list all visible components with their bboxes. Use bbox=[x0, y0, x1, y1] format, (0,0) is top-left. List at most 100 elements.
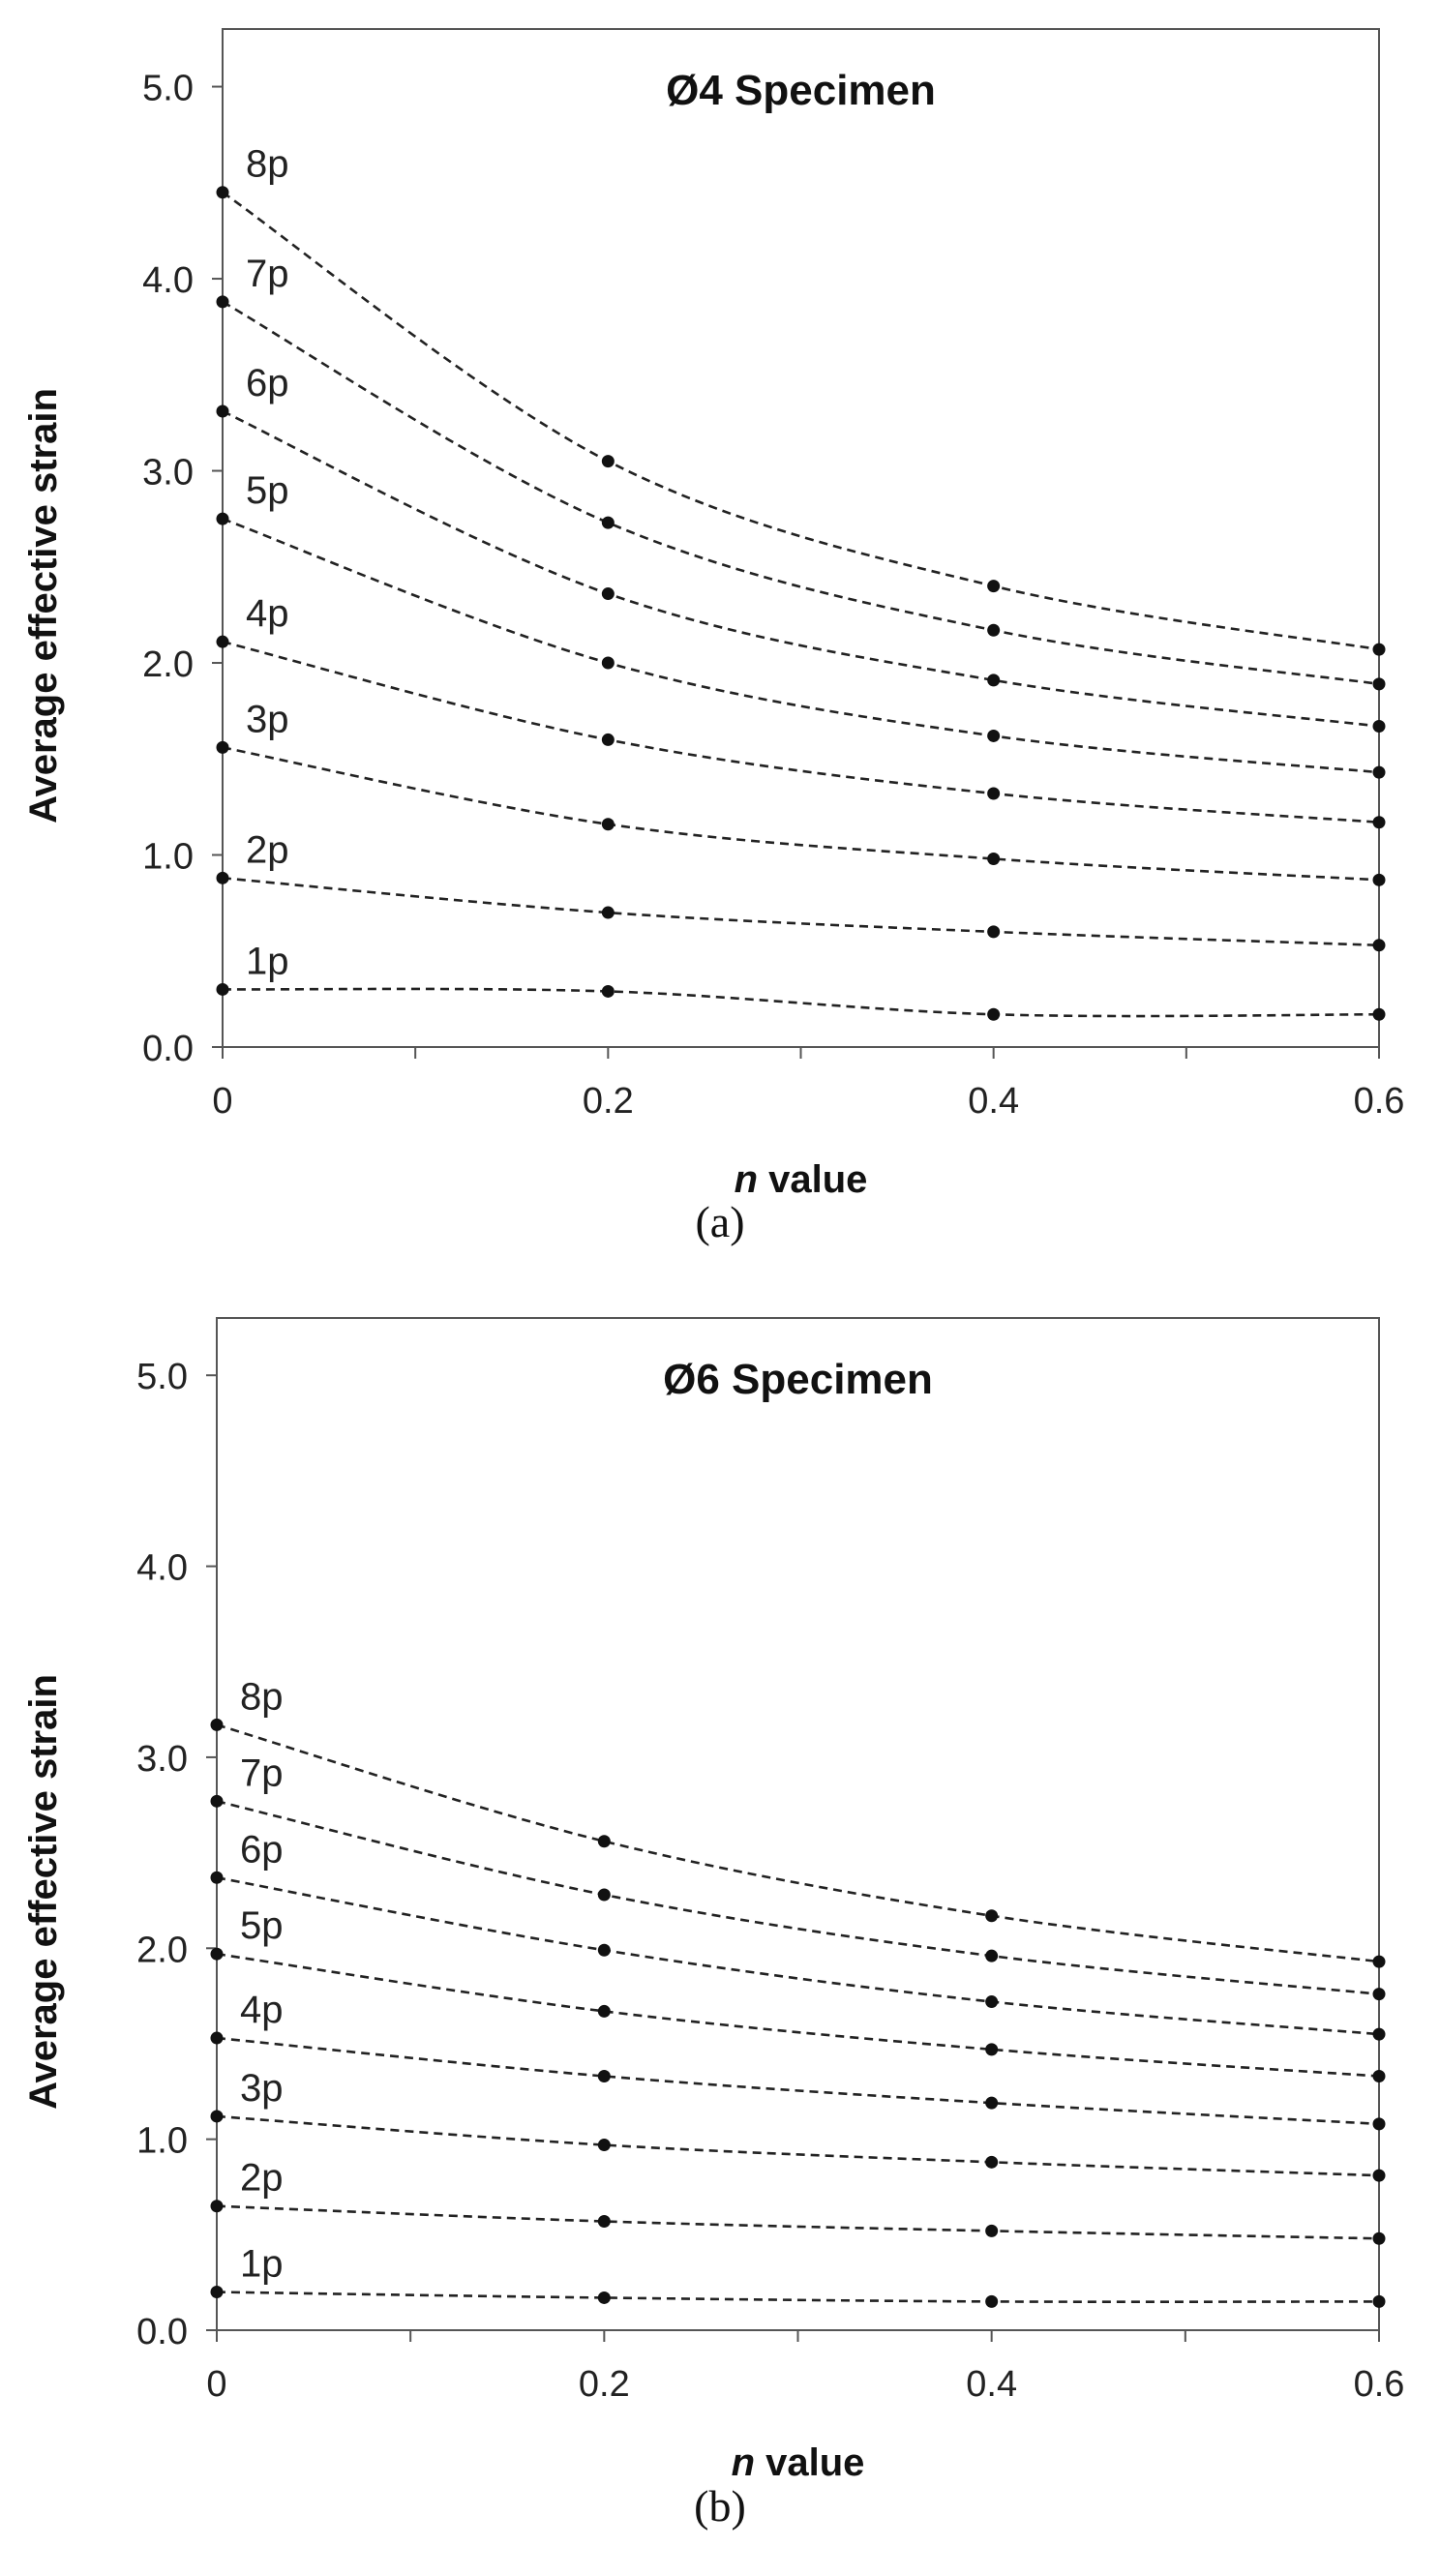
series-line bbox=[216, 2204, 1380, 2240]
series-label: 1p bbox=[246, 940, 289, 982]
series-line bbox=[222, 640, 1380, 824]
series-6p: 6p bbox=[216, 362, 1386, 734]
data-point bbox=[601, 984, 615, 998]
data-point bbox=[597, 1943, 611, 1957]
series-line bbox=[222, 517, 1380, 774]
y-tick-label: 1.0 bbox=[142, 837, 194, 878]
data-point bbox=[1372, 1955, 1386, 1968]
data-point bbox=[597, 1888, 611, 1902]
data-point bbox=[987, 852, 1001, 865]
data-point bbox=[985, 2155, 999, 2169]
y-tick-label: 2.0 bbox=[136, 1930, 188, 1970]
data-point bbox=[1372, 2027, 1386, 2041]
x-tick-label: 0.4 bbox=[966, 2364, 1017, 2405]
y-tick-label: 5.0 bbox=[142, 69, 194, 109]
chart-panel-b: 0.0 1.0 2.0 3.0 4.0 5.0 0 0.2 0.4 0.6 Ø6 Specimen n… bbox=[22, 1317, 1405, 2531]
data-point bbox=[1372, 765, 1386, 779]
series-3p: 3p bbox=[210, 2067, 1386, 2182]
series-3p: 3p bbox=[216, 698, 1386, 886]
x-axis-label: n value bbox=[735, 1158, 868, 1201]
data-point bbox=[601, 455, 615, 468]
data-point bbox=[1372, 939, 1386, 952]
data-point bbox=[597, 2291, 611, 2304]
data-point bbox=[987, 674, 1001, 687]
series-label: 8p bbox=[246, 143, 289, 186]
series-line bbox=[216, 1723, 1380, 1963]
data-point bbox=[210, 1871, 224, 1884]
series-line bbox=[216, 1952, 1380, 2078]
data-point bbox=[210, 1794, 224, 1808]
x-tick-label: 0.6 bbox=[1354, 1081, 1405, 1122]
series-line bbox=[222, 877, 1380, 947]
data-point bbox=[216, 512, 229, 525]
x-tick-label: 0.2 bbox=[579, 2364, 630, 2405]
data-point bbox=[1372, 1988, 1386, 2001]
x-tick-label: 0 bbox=[206, 2364, 226, 2405]
series-label: 8p bbox=[240, 1675, 284, 1718]
x-axis-label-variable: n bbox=[732, 2441, 755, 2484]
x-axis-label-text: value bbox=[758, 1158, 867, 1201]
data-point bbox=[210, 2110, 224, 2123]
data-point bbox=[601, 516, 615, 529]
y-axis-label: Average effective strain bbox=[22, 1674, 65, 2110]
series-label: 5p bbox=[240, 1904, 284, 1947]
data-point bbox=[987, 729, 1001, 742]
data-point bbox=[597, 2070, 611, 2083]
x-tick-label: 0.2 bbox=[583, 1081, 634, 1122]
data-point bbox=[597, 1835, 611, 1848]
data-point bbox=[210, 2031, 224, 2045]
data-point bbox=[210, 1947, 224, 1961]
data-point bbox=[987, 1007, 1001, 1021]
data-point bbox=[597, 2139, 611, 2152]
series-4p: 4p bbox=[210, 1989, 1386, 2131]
y-tick-label: 0.0 bbox=[142, 1029, 194, 1069]
series-label: 2p bbox=[246, 828, 289, 871]
y-axis-label: Average effective strain bbox=[22, 388, 65, 824]
series-label: 7p bbox=[240, 1752, 284, 1794]
x-axis-label: n value bbox=[732, 2441, 865, 2484]
series-5p: 5p bbox=[216, 469, 1386, 779]
data-point bbox=[601, 656, 615, 670]
data-point bbox=[216, 186, 229, 199]
series-label: 2p bbox=[240, 2157, 284, 2200]
data-point bbox=[985, 2043, 999, 2056]
data-point bbox=[216, 740, 229, 754]
data-point bbox=[1372, 816, 1386, 829]
series-4p: 4p bbox=[216, 592, 1386, 829]
data-point bbox=[216, 982, 229, 996]
data-point bbox=[1372, 677, 1386, 691]
data-point bbox=[601, 818, 615, 831]
plot-frame bbox=[216, 1317, 1380, 2331]
series-line bbox=[222, 300, 1380, 686]
data-point bbox=[985, 1949, 999, 1962]
series-line bbox=[222, 746, 1380, 882]
data-point bbox=[1372, 873, 1386, 886]
y-tick-label: 0.0 bbox=[136, 2312, 188, 2352]
series-label: 3p bbox=[240, 2067, 284, 2110]
series-line bbox=[222, 191, 1380, 651]
y-tick-label: 4.0 bbox=[136, 1548, 188, 1589]
data-point bbox=[601, 733, 615, 746]
series-2p: 2p bbox=[216, 828, 1386, 952]
data-point bbox=[216, 635, 229, 648]
data-point bbox=[210, 2286, 224, 2299]
data-point bbox=[210, 2200, 224, 2213]
y-tick-label: 2.0 bbox=[142, 644, 194, 685]
series-label: 1p bbox=[240, 2243, 284, 2286]
data-point bbox=[985, 1995, 999, 2009]
series-line bbox=[222, 987, 1380, 1018]
series-label: 5p bbox=[246, 469, 289, 512]
series-line bbox=[216, 1875, 1380, 2036]
series-line bbox=[216, 2036, 1380, 2126]
y-tick-label: 5.0 bbox=[136, 1357, 188, 1397]
data-point bbox=[985, 2096, 999, 2110]
series-7p: 7p bbox=[216, 253, 1386, 691]
data-point bbox=[601, 906, 615, 919]
data-point bbox=[985, 1909, 999, 1923]
x-tick-label: 0.6 bbox=[1354, 2364, 1405, 2405]
series-line bbox=[222, 409, 1380, 728]
chart-title: Ø4 Specimen bbox=[666, 67, 936, 114]
data-point bbox=[1372, 1007, 1386, 1021]
series-line bbox=[216, 2114, 1380, 2177]
series-5p: 5p bbox=[210, 1904, 1386, 2083]
